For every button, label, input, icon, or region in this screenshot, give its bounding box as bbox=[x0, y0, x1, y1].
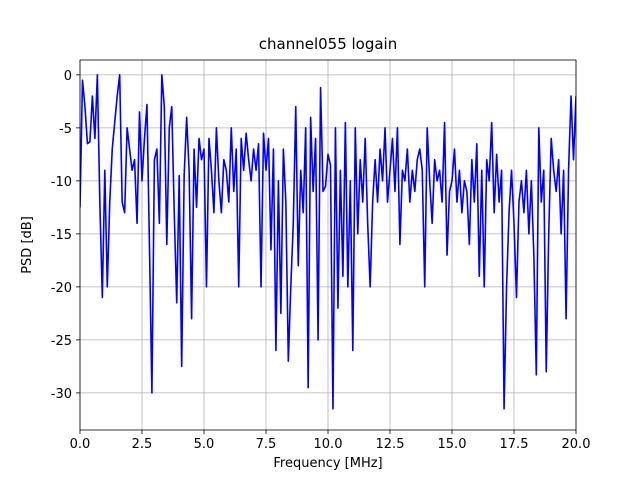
x-tick-label: 5.0 bbox=[194, 437, 215, 452]
plot-frame bbox=[79, 59, 577, 431]
x-tick-label: 17.5 bbox=[500, 437, 529, 452]
x-axis-label: Frequency [MHz] bbox=[273, 456, 382, 471]
x-tick-label: 2.5 bbox=[132, 437, 153, 452]
x-tick-label: 0.0 bbox=[70, 437, 91, 452]
x-tick-label: 12.5 bbox=[376, 437, 405, 452]
x-tick-label: 15.0 bbox=[438, 437, 467, 452]
y-tick-label: -10 bbox=[51, 175, 72, 190]
y-tick-label: 0 bbox=[64, 69, 72, 84]
data-line bbox=[80, 74, 576, 410]
x-tick-label: 20.0 bbox=[562, 437, 591, 452]
x-tick-label: 7.5 bbox=[256, 437, 277, 452]
y-tick-label: -25 bbox=[51, 334, 72, 349]
x-tick-label: 10.0 bbox=[314, 437, 343, 452]
y-tick-label: -30 bbox=[51, 387, 72, 402]
chart-title: channel055 logain bbox=[259, 35, 398, 53]
y-axis-label: PSD [dB] bbox=[20, 216, 35, 274]
y-tick-label: -15 bbox=[51, 228, 72, 243]
y-tick-label: -20 bbox=[51, 281, 72, 296]
y-tick-label: -5 bbox=[59, 122, 72, 137]
